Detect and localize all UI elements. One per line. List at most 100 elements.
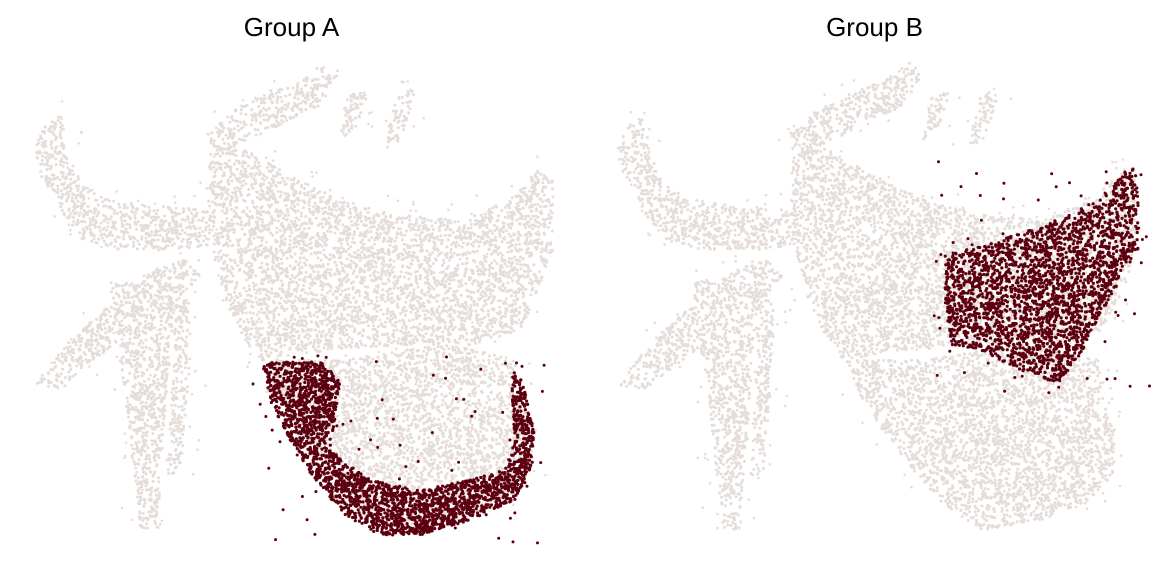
background-point bbox=[488, 248, 491, 252]
background-point bbox=[242, 320, 246, 324]
background-point bbox=[415, 354, 419, 358]
background-point bbox=[414, 274, 418, 278]
background-point bbox=[89, 228, 92, 231]
background-point bbox=[253, 128, 257, 132]
background-point bbox=[259, 132, 263, 136]
background-point bbox=[258, 192, 262, 196]
background-point bbox=[244, 306, 247, 310]
background-point bbox=[449, 247, 453, 251]
background-point bbox=[106, 244, 109, 248]
background-point bbox=[145, 516, 149, 520]
background-point bbox=[474, 391, 478, 395]
background-point bbox=[299, 214, 303, 218]
background-point bbox=[442, 460, 446, 464]
background-point bbox=[129, 328, 133, 332]
background-point bbox=[285, 307, 289, 311]
background-point bbox=[230, 207, 233, 211]
background-point bbox=[487, 314, 491, 318]
background-point bbox=[500, 284, 504, 288]
background-point bbox=[185, 390, 189, 394]
background-point bbox=[404, 327, 408, 331]
background-point bbox=[409, 310, 413, 314]
background-point bbox=[402, 306, 406, 310]
background-point bbox=[301, 93, 305, 97]
background-point bbox=[442, 261, 446, 265]
background-point bbox=[183, 366, 187, 370]
background-point bbox=[366, 313, 370, 317]
background-point bbox=[353, 416, 357, 420]
background-point bbox=[202, 239, 206, 243]
background-point bbox=[133, 336, 137, 340]
background-point bbox=[353, 327, 357, 331]
background-point bbox=[178, 305, 182, 309]
background-point bbox=[282, 309, 286, 313]
background-point bbox=[341, 299, 345, 303]
background-point bbox=[134, 211, 138, 215]
background-point bbox=[531, 227, 535, 231]
background-point bbox=[376, 355, 380, 359]
background-point bbox=[144, 434, 148, 438]
background-point bbox=[415, 218, 418, 222]
background-point bbox=[210, 200, 214, 204]
background-point bbox=[292, 182, 296, 186]
background-point bbox=[283, 192, 287, 195]
background-point bbox=[95, 318, 98, 321]
background-point bbox=[474, 309, 478, 313]
background-point bbox=[197, 273, 201, 277]
background-point bbox=[157, 352, 161, 356]
background-point bbox=[503, 258, 507, 262]
background-point bbox=[306, 292, 310, 296]
background-point bbox=[429, 458, 433, 462]
background-point bbox=[472, 279, 476, 283]
background-point bbox=[343, 413, 347, 417]
background-point bbox=[261, 326, 265, 330]
background-point bbox=[415, 281, 419, 285]
background-point bbox=[409, 299, 412, 303]
background-point bbox=[430, 224, 434, 228]
background-point bbox=[125, 396, 129, 400]
background-point bbox=[478, 240, 482, 244]
background-point bbox=[372, 464, 376, 468]
background-point bbox=[368, 392, 371, 396]
background-point bbox=[362, 409, 366, 413]
background-point bbox=[76, 333, 80, 337]
background-point bbox=[152, 233, 156, 237]
background-point bbox=[131, 210, 135, 214]
background-point bbox=[307, 226, 311, 230]
background-point bbox=[295, 306, 299, 310]
background-point bbox=[334, 208, 338, 212]
background-point bbox=[178, 212, 181, 216]
background-point bbox=[481, 409, 485, 413]
background-point bbox=[295, 281, 299, 284]
background-point bbox=[368, 370, 372, 374]
background-point bbox=[299, 294, 302, 298]
background-point bbox=[469, 304, 473, 308]
background-point bbox=[457, 253, 461, 256]
background-point bbox=[403, 117, 407, 121]
background-point bbox=[126, 296, 130, 300]
background-point bbox=[463, 411, 467, 415]
background-point bbox=[76, 205, 80, 208]
background-point bbox=[332, 246, 336, 250]
background-point bbox=[316, 256, 320, 260]
background-point bbox=[177, 276, 181, 280]
background-point bbox=[515, 262, 519, 266]
background-point bbox=[367, 324, 371, 328]
background-point bbox=[283, 343, 287, 347]
background-point bbox=[69, 368, 73, 371]
background-point bbox=[355, 457, 359, 461]
background-point bbox=[143, 449, 147, 453]
background-point bbox=[137, 291, 141, 295]
background-point bbox=[153, 515, 157, 518]
background-point bbox=[511, 221, 514, 225]
background-point bbox=[136, 495, 139, 499]
background-point bbox=[212, 242, 216, 246]
background-point bbox=[286, 176, 289, 180]
background-point bbox=[243, 134, 247, 138]
background-point bbox=[407, 250, 411, 254]
background-point bbox=[446, 224, 450, 227]
background-point bbox=[187, 220, 191, 224]
background-point bbox=[57, 195, 61, 199]
background-point bbox=[292, 334, 296, 338]
background-point bbox=[142, 426, 146, 430]
